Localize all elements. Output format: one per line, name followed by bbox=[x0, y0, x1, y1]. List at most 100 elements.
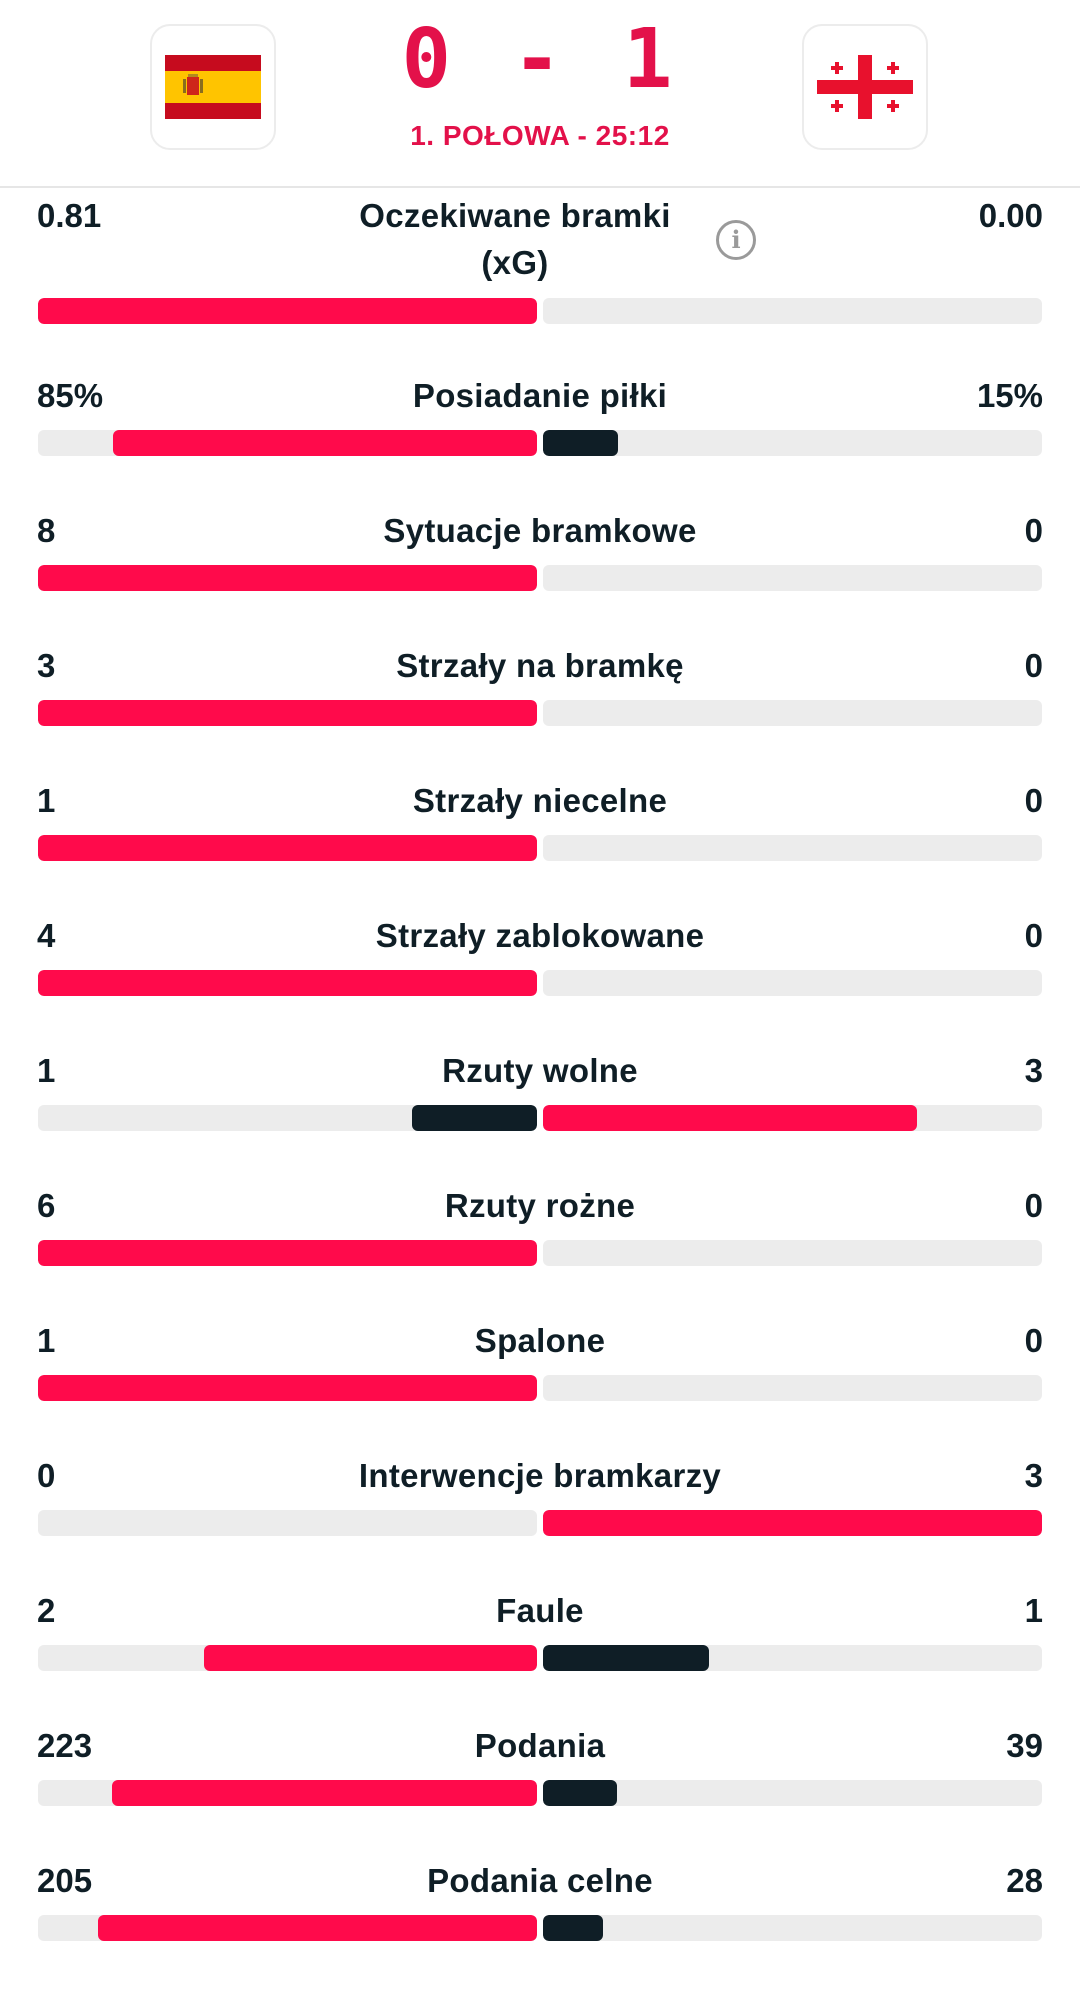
stat-name: Podania bbox=[474, 1727, 606, 1764]
home-stat-value: 1 bbox=[37, 1322, 56, 1359]
stat-row: 3 Strzały na bramkę 0 bbox=[0, 640, 1080, 775]
home-stat-bar-track bbox=[38, 430, 537, 456]
home-stat-bar bbox=[412, 1105, 537, 1131]
away-stat-bar-track bbox=[543, 1375, 1042, 1401]
stat-name: Strzały na bramkę bbox=[396, 647, 684, 684]
home-stat-bar bbox=[98, 1915, 537, 1941]
home-stat-value: 6 bbox=[37, 1187, 56, 1224]
home-stat-bar bbox=[112, 1780, 537, 1806]
home-stat-bar-track bbox=[38, 835, 537, 861]
away-stat-bar-track bbox=[543, 298, 1042, 324]
away-stat-bar-track bbox=[543, 1780, 1042, 1806]
home-stat-bar-track bbox=[38, 1375, 537, 1401]
stat-name: Sytuacje bramkowe bbox=[383, 512, 697, 549]
home-stat-bar-track bbox=[38, 700, 537, 726]
home-stat-bar-track bbox=[38, 1915, 537, 1941]
home-stat-value: 0.81 bbox=[37, 197, 102, 234]
match-period: 1. POŁOWA - 25:12 bbox=[410, 120, 670, 151]
home-stat-value: 223 bbox=[37, 1727, 93, 1764]
stat-name: Strzały zablokowane bbox=[375, 917, 705, 954]
home-stat-bar bbox=[38, 1240, 537, 1266]
away-stat-bar-track bbox=[543, 1915, 1042, 1941]
away-stat-value: 0 bbox=[1024, 1187, 1043, 1224]
stat-name: Faule bbox=[496, 1592, 584, 1629]
home-stat-bar bbox=[38, 700, 537, 726]
stat-row: 0 Interwencje bramkarzy 3 bbox=[0, 1450, 1080, 1585]
home-stat-value: 3 bbox=[37, 647, 56, 684]
stat-row: 4 Strzały zablokowane 0 bbox=[0, 910, 1080, 1045]
stat-row: 6 Rzuty rożne 0 bbox=[0, 1180, 1080, 1315]
georgia-flag-icon bbox=[817, 55, 913, 119]
match-score: 0 - 1 bbox=[401, 12, 679, 107]
stat-name: Spalone bbox=[474, 1322, 606, 1359]
stat-row: 1 Spalone 0 bbox=[0, 1315, 1080, 1450]
away-stat-bar bbox=[543, 1915, 603, 1941]
away-stat-value: 15% bbox=[976, 377, 1043, 414]
home-stat-value: 8 bbox=[37, 512, 56, 549]
home-stat-bar bbox=[38, 565, 537, 591]
home-stat-bar-track bbox=[38, 970, 537, 996]
away-stat-bar bbox=[543, 430, 618, 456]
stat-row: 223 Podania 39 bbox=[0, 1720, 1080, 1855]
away-stat-value: 3 bbox=[1024, 1052, 1043, 1089]
home-team-flag[interactable] bbox=[150, 24, 276, 150]
home-stat-bar bbox=[38, 1375, 537, 1401]
home-stat-bar-track bbox=[38, 1645, 537, 1671]
away-stat-bar-track bbox=[543, 1240, 1042, 1266]
away-stat-bar-track bbox=[543, 835, 1042, 861]
home-stat-value: 4 bbox=[37, 917, 56, 954]
spain-flag-icon bbox=[165, 55, 261, 119]
stat-row: 85% Posiadanie piłki 15% bbox=[0, 370, 1080, 505]
away-stat-bar bbox=[543, 1105, 917, 1131]
home-stat-bar-track bbox=[38, 1105, 537, 1131]
stat-name: Rzuty rożne bbox=[444, 1187, 636, 1224]
away-stat-value: 0 bbox=[1024, 782, 1043, 819]
away-stat-value: 0 bbox=[1024, 647, 1043, 684]
home-stat-bar-track bbox=[38, 565, 537, 591]
away-stat-value: 0 bbox=[1024, 917, 1043, 954]
away-stat-bar-track bbox=[543, 970, 1042, 996]
stat-row: 8 Sytuacje bramkowe 0 bbox=[0, 505, 1080, 640]
away-stat-bar bbox=[543, 1645, 709, 1671]
stat-row: 1 Strzały niecelne 0 bbox=[0, 775, 1080, 910]
stat-name: Strzały niecelne bbox=[412, 782, 668, 819]
info-icon[interactable]: i bbox=[716, 220, 756, 260]
home-stat-value: 1 bbox=[37, 782, 56, 819]
statistics-list: 0.81 Oczekiwane bramki (xG) i 0.00 85% Posiad… bbox=[0, 190, 1080, 1990]
away-stat-bar-track bbox=[543, 1510, 1042, 1536]
away-stat-bar-track bbox=[543, 700, 1042, 726]
away-stat-value: 1 bbox=[1024, 1592, 1043, 1629]
home-stat-value: 1 bbox=[37, 1052, 56, 1089]
home-stat-bar bbox=[38, 970, 537, 996]
stat-row: 2 Faule 1 bbox=[0, 1585, 1080, 1720]
home-stat-bar bbox=[204, 1645, 537, 1671]
away-stat-value: 0 bbox=[1024, 1322, 1043, 1359]
stat-row: 1 Rzuty wolne 3 bbox=[0, 1045, 1080, 1180]
stat-name: Rzuty wolne bbox=[442, 1052, 638, 1089]
away-stat-value: 28 bbox=[1006, 1862, 1043, 1899]
home-stat-value: 85% bbox=[37, 377, 104, 414]
stat-row: 205 Podania celne 28 bbox=[0, 1855, 1080, 1990]
home-stat-value: 2 bbox=[37, 1592, 56, 1629]
away-stat-bar-track bbox=[543, 565, 1042, 591]
stat-name: Posiadanie piłki bbox=[412, 377, 668, 414]
home-stat-value: 205 bbox=[37, 1862, 93, 1899]
stat-name: Oczekiwane bramki (xG) bbox=[359, 197, 671, 281]
home-stat-value: 0 bbox=[37, 1457, 56, 1494]
away-stat-value: 39 bbox=[1006, 1727, 1043, 1764]
away-team-flag[interactable] bbox=[802, 24, 928, 150]
away-stat-bar bbox=[543, 1510, 1042, 1536]
away-stat-bar-track bbox=[543, 430, 1042, 456]
home-stat-bar-track bbox=[38, 1780, 537, 1806]
away-stat-value: 3 bbox=[1024, 1457, 1043, 1494]
away-stat-value: 0 bbox=[1024, 512, 1043, 549]
stat-name: Interwencje bramkarzy bbox=[358, 1457, 722, 1494]
stat-row: 0.81 Oczekiwane bramki (xG) i 0.00 bbox=[0, 190, 1080, 370]
home-stat-bar bbox=[38, 835, 537, 861]
home-stat-bar bbox=[38, 298, 537, 324]
away-stat-value: 0.00 bbox=[978, 197, 1043, 234]
away-stat-bar-track bbox=[543, 1645, 1042, 1671]
away-stat-bar-track bbox=[543, 1105, 1042, 1131]
home-stat-bar-track bbox=[38, 298, 537, 324]
home-stat-bar-track bbox=[38, 1510, 537, 1536]
